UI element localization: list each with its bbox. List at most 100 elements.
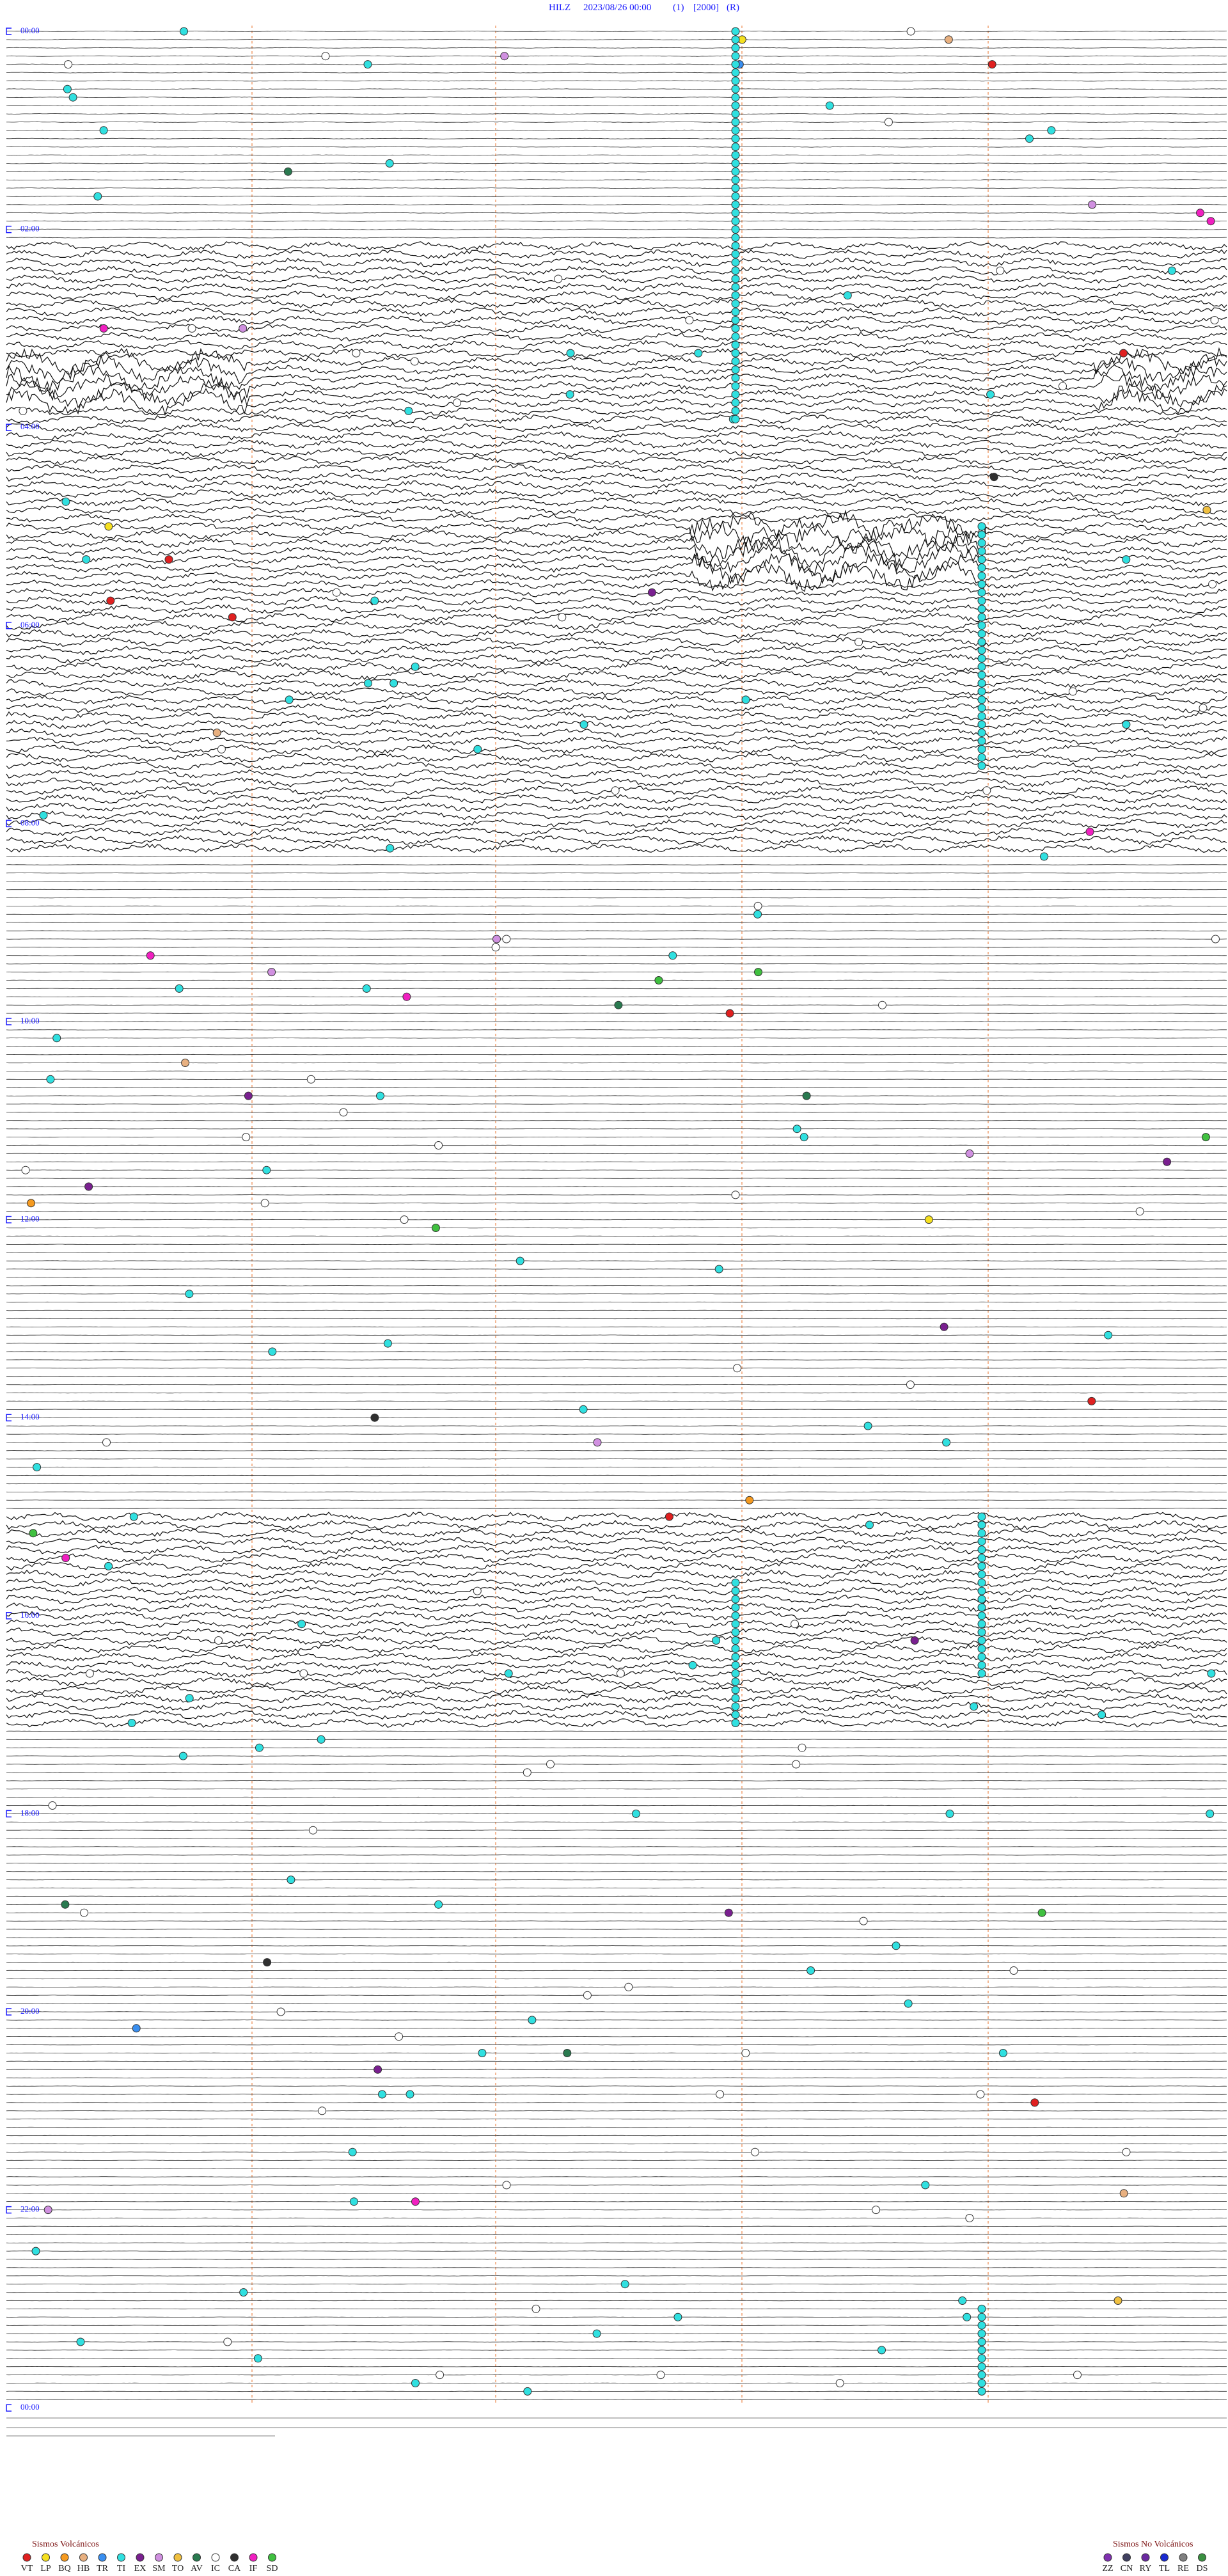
trace xyxy=(6,1178,1227,1179)
trace xyxy=(6,1293,1227,1295)
event-marker xyxy=(181,1059,190,1067)
trace xyxy=(6,2069,1227,2071)
event-marker xyxy=(504,1669,513,1678)
event-marker xyxy=(502,935,511,944)
trace xyxy=(6,728,1227,738)
legend-code: BQ xyxy=(58,2564,70,2573)
trace xyxy=(6,2350,1227,2351)
trace xyxy=(6,2193,1227,2194)
trace xyxy=(6,1710,1227,1720)
event-marker xyxy=(1210,316,1219,324)
trace xyxy=(6,1318,1227,1320)
event-marker xyxy=(348,2147,357,2156)
event-marker xyxy=(579,720,588,729)
event-marker xyxy=(753,910,762,919)
event-marker xyxy=(977,2354,986,2363)
legend-code: RY xyxy=(1140,2564,1152,2573)
event-marker xyxy=(741,695,750,704)
time-bracket xyxy=(6,225,12,233)
trace xyxy=(6,1961,1227,1963)
legend-code: SM xyxy=(152,2564,166,2573)
event-marker xyxy=(921,2181,930,2190)
trace xyxy=(6,488,1227,499)
trace xyxy=(6,340,1227,350)
trace xyxy=(6,1838,1227,1839)
event-marker xyxy=(712,1636,721,1645)
event-marker xyxy=(977,580,986,589)
event-marker xyxy=(731,308,740,317)
event-marker xyxy=(276,2007,285,2016)
trace xyxy=(6,686,1227,697)
time-label: 08:00 xyxy=(20,818,40,827)
event-marker xyxy=(731,258,740,267)
trace xyxy=(6,1087,1227,1088)
trace xyxy=(6,439,1227,449)
event-marker xyxy=(731,299,740,308)
trace xyxy=(6,88,1227,90)
trace xyxy=(6,1718,1227,1728)
legend-swatch xyxy=(22,2553,31,2562)
trace xyxy=(6,1528,1227,1538)
event-marker xyxy=(620,2280,629,2289)
trace xyxy=(6,1619,1227,1629)
event-marker xyxy=(352,349,361,358)
trace xyxy=(6,306,1227,317)
time-bracket xyxy=(6,1612,12,1620)
legend-swatch xyxy=(249,2553,258,2562)
event-marker xyxy=(187,324,196,333)
legend-swatch xyxy=(1141,2553,1150,2562)
event-marker xyxy=(731,175,740,184)
event-marker xyxy=(731,1686,740,1695)
event-marker xyxy=(378,2090,386,2099)
event-marker xyxy=(731,43,740,52)
event-marker xyxy=(741,2049,750,2057)
trace xyxy=(6,1153,1227,1155)
events xyxy=(19,27,1220,2396)
event-marker xyxy=(731,1603,740,1612)
event-marker xyxy=(1040,852,1048,861)
legend-code: LP xyxy=(40,2564,51,2573)
event-marker xyxy=(478,2049,487,2057)
event-marker xyxy=(854,638,863,647)
trace xyxy=(6,1813,1227,1815)
event-marker xyxy=(989,473,998,482)
trace xyxy=(6,1458,1227,1460)
event-marker xyxy=(996,266,1005,275)
event-marker xyxy=(239,2288,248,2297)
event-marker xyxy=(731,382,740,391)
trace xyxy=(6,1210,1227,1212)
legend-swatch xyxy=(60,2553,69,2562)
event-marker xyxy=(725,1009,734,1018)
event-marker xyxy=(977,2346,986,2355)
event-marker xyxy=(731,1652,740,1661)
event-marker xyxy=(500,52,509,61)
event-marker xyxy=(217,745,226,754)
trace xyxy=(6,1144,1227,1146)
event-marker xyxy=(977,1644,986,1653)
trace xyxy=(6,282,1227,292)
event-marker xyxy=(944,35,953,44)
time-label: 18:00 xyxy=(20,1808,40,1817)
event-marker xyxy=(370,1413,379,1422)
trace xyxy=(6,1194,1227,1196)
event-marker xyxy=(624,1982,633,1991)
trace xyxy=(6,1537,1227,1547)
event-marker xyxy=(977,679,986,688)
event-marker xyxy=(910,1636,919,1645)
trace xyxy=(6,1054,1227,1055)
event-marker xyxy=(802,1091,811,1100)
legend-code: RE xyxy=(1177,2564,1189,2573)
event-marker xyxy=(1114,2296,1122,2305)
legend-swatch xyxy=(193,2553,201,2562)
event-marker xyxy=(21,1166,30,1174)
trace xyxy=(6,1627,1227,1638)
event-marker xyxy=(321,52,330,61)
trace xyxy=(6,1235,1227,1237)
event-marker xyxy=(977,1545,986,1554)
time-label: 00:00 xyxy=(20,2402,40,2412)
event-marker xyxy=(731,109,740,118)
event-marker xyxy=(104,1561,113,1570)
event-marker xyxy=(731,1636,740,1645)
event-marker xyxy=(1088,200,1097,209)
trace xyxy=(6,678,1227,688)
